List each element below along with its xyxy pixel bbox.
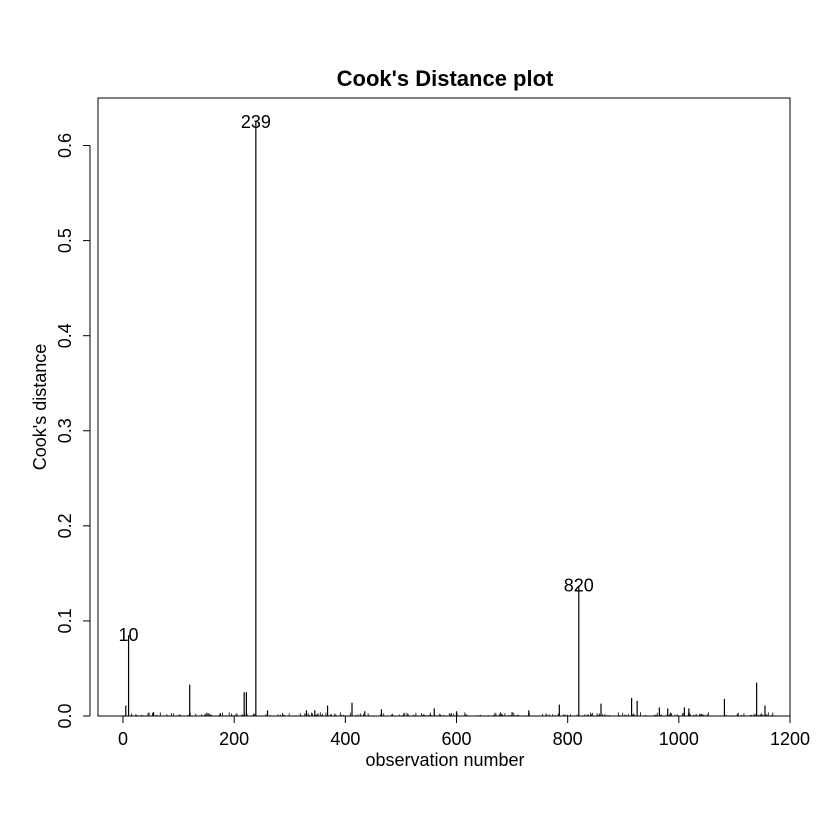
- point-label: 10: [119, 625, 139, 645]
- x-axis: 0 200 400 600 800 1000 1200: [118, 715, 810, 749]
- y-axis-label: Cook's distance: [30, 344, 50, 471]
- y-tick-label: 0.2: [55, 513, 75, 538]
- x-tick-label: 1200: [770, 729, 810, 749]
- x-tick-label: 0: [118, 729, 128, 749]
- x-axis-label: observation number: [365, 750, 524, 770]
- point-label: 820: [564, 576, 594, 596]
- data-bars: [123, 121, 774, 716]
- y-tick-label: 0.5: [55, 228, 75, 253]
- y-tick-label: 0.4: [55, 323, 75, 348]
- x-tick-label: 200: [219, 729, 249, 749]
- y-tick-label: 0.1: [55, 608, 75, 633]
- x-tick-label: 800: [553, 729, 583, 749]
- x-tick-label: 600: [441, 729, 471, 749]
- x-tick-label: 1000: [659, 729, 699, 749]
- point-label: 239: [241, 112, 271, 132]
- y-tick-label: 0.6: [55, 133, 75, 158]
- plot-frame: [97, 97, 791, 717]
- baseline-spikes: [123, 712, 774, 716]
- y-axis: 0.0 0.1 0.2 0.3 0.4 0.5 0.6: [55, 133, 91, 729]
- y-tick-label: 0.0: [55, 703, 75, 728]
- point-labels: 10 239 820: [119, 112, 594, 645]
- chart-title: Cook's Distance plot: [337, 66, 554, 91]
- y-tick-label: 0.3: [55, 418, 75, 443]
- x-tick-label: 400: [330, 729, 360, 749]
